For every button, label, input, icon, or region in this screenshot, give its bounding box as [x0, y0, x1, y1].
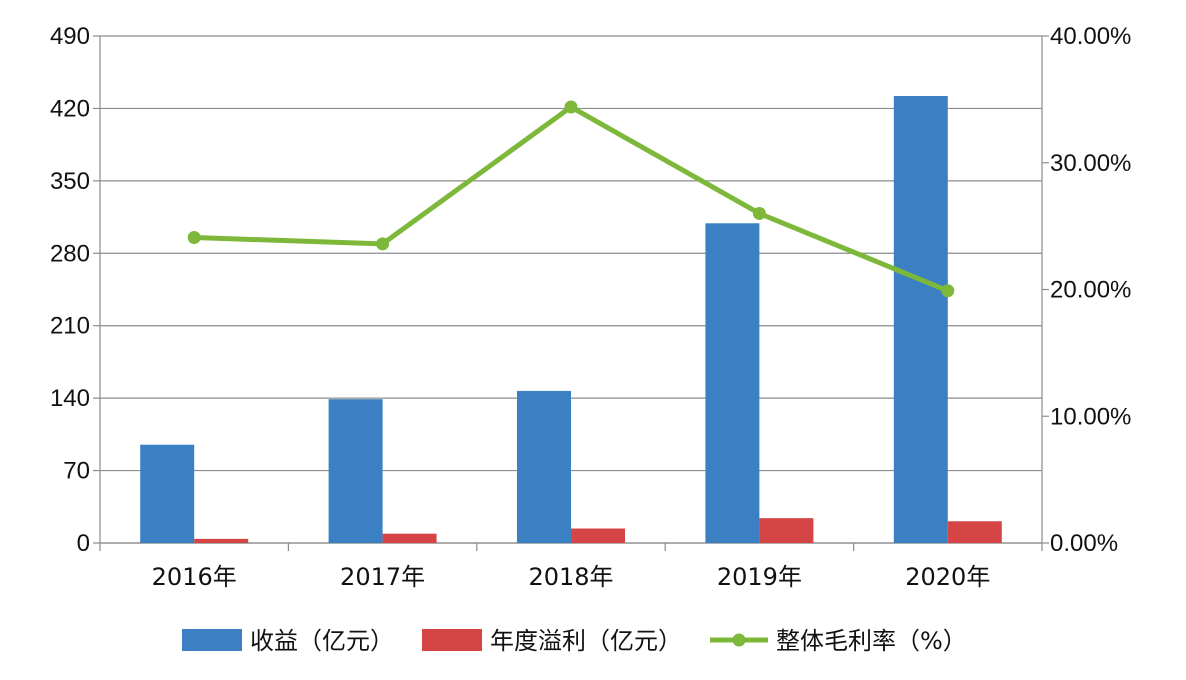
margin-point [752, 206, 766, 220]
y-right-tick-label: 30.00% [1050, 150, 1131, 177]
y-left-tick-label: 140 [50, 385, 90, 412]
legend-label: 整体毛利率（%） [776, 627, 967, 655]
legend-label: 年度溢利（亿元） [490, 627, 682, 655]
legend-swatch [182, 629, 242, 651]
margin-point [941, 284, 955, 298]
margin-point [376, 237, 390, 251]
bar-profit [759, 518, 814, 543]
y-left-tick-label: 350 [50, 168, 90, 195]
x-tick-label: 2018年 [528, 563, 613, 591]
bar-revenue [517, 390, 571, 543]
y-right-tick-label: 40.00% [1050, 23, 1131, 50]
bar-revenue [140, 444, 195, 543]
bar-profit [947, 521, 1002, 543]
margin-point [564, 100, 578, 114]
y-right-tick-label: 0.00% [1050, 530, 1118, 557]
legend-swatch [422, 629, 482, 651]
y-right-tick-label: 10.00% [1050, 403, 1131, 430]
y-left-tick-label: 420 [50, 95, 90, 122]
margin-point [187, 231, 201, 245]
x-tick-label: 2019年 [717, 563, 802, 591]
legend-label: 收益（亿元） [250, 627, 394, 655]
x-tick-label: 2020年 [905, 563, 990, 591]
y-left-tick-label: 0 [77, 530, 90, 557]
margin-line [191, 104, 951, 294]
bar-revenue [893, 96, 948, 544]
bar-profit [382, 533, 437, 543]
legend-marker [732, 633, 746, 647]
y-left-tick-label: 210 [50, 313, 90, 340]
y-left-tick-label: 280 [50, 240, 90, 267]
x-tick-label: 2016年 [152, 563, 237, 591]
y-right-tick-label: 20.00% [1050, 277, 1131, 304]
x-tick-label: 2017年 [340, 563, 425, 591]
bar-profit [571, 528, 625, 543]
bar-revenue [328, 399, 383, 543]
bar-profit [194, 538, 249, 543]
y-left-tick-label: 70 [63, 458, 90, 485]
bar-revenue [705, 223, 760, 543]
y-left-tick-label: 490 [50, 23, 90, 50]
